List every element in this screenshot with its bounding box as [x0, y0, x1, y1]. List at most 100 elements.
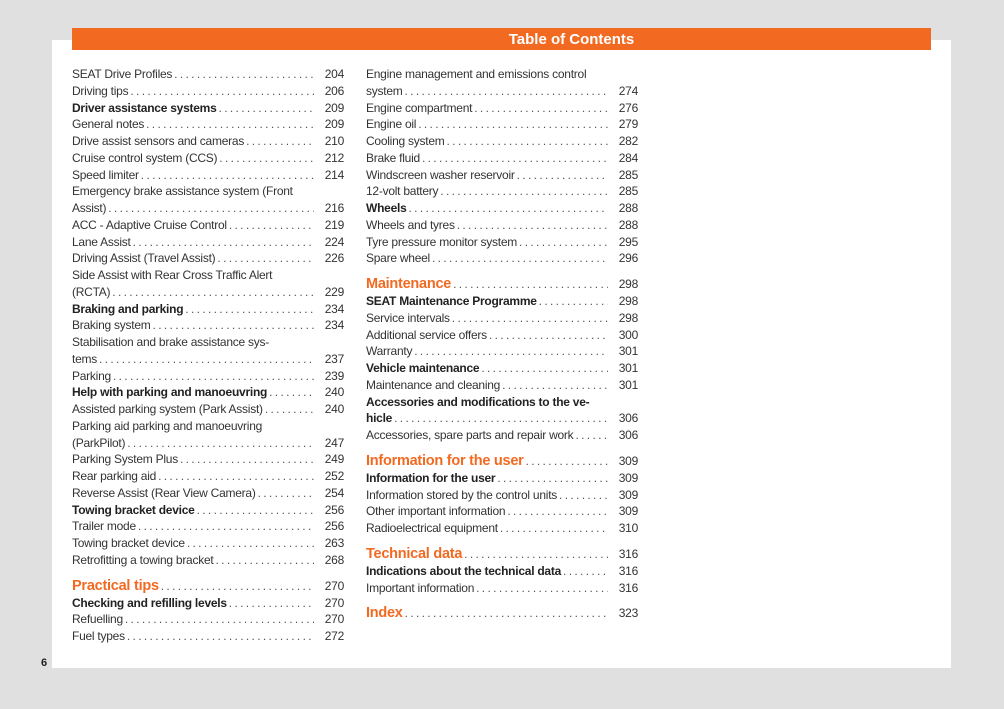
- dot-leader: [573, 427, 608, 444]
- dot-leader: [455, 217, 608, 234]
- dot-leader: [263, 401, 314, 418]
- toc-entry[interactable]: Parking 239: [72, 368, 344, 385]
- toc-entry[interactable]: Indications about the technical data 316: [366, 563, 638, 580]
- toc-entry[interactable]: Driving Assist (Travel Assist) 226: [72, 250, 344, 267]
- dot-leader: [156, 468, 314, 485]
- toc-entry-row: Maintenance and cleaning 301: [366, 377, 638, 394]
- toc-page-number: 209: [324, 117, 345, 132]
- toc-page-number: 276: [618, 100, 639, 115]
- toc-entry[interactable]: Wheels and tyres 288: [366, 217, 638, 234]
- toc-section-heading[interactable]: Index 323: [366, 604, 638, 622]
- toc-entry-label: Lane Assist: [72, 234, 131, 249]
- toc-entry[interactable]: Engine compartment 276: [366, 100, 638, 117]
- toc-entry[interactable]: General notes 209: [72, 116, 344, 133]
- toc-entry[interactable]: Driving tips 206: [72, 83, 344, 100]
- toc-entry[interactable]: Vehicle maintenance 301: [366, 360, 638, 377]
- toc-entry[interactable]: Retrofitting a towing bracket 268: [72, 552, 344, 569]
- toc-entry-label: Service intervals: [366, 310, 450, 325]
- toc-entry-row: Reverse Assist (Rear View Camera) 254: [72, 485, 344, 502]
- toc-entry-row: Brake fluid 284: [366, 150, 638, 167]
- toc-entry-label: Windscreen washer reservoir: [366, 167, 515, 182]
- toc-entry[interactable]: Other important information 309: [366, 503, 638, 520]
- dot-leader: [139, 167, 314, 184]
- toc-entry[interactable]: Accessories, spare parts and repair work…: [366, 427, 638, 444]
- dot-leader: [430, 250, 608, 267]
- toc-entry[interactable]: Service intervals 298: [366, 310, 638, 327]
- toc-entry[interactable]: Fuel types 272: [72, 628, 344, 645]
- toc-section-heading[interactable]: Technical data 316: [366, 545, 638, 563]
- toc-entry[interactable]: Drive assist sensors and cameras 210: [72, 133, 344, 150]
- toc-page-number: 300: [618, 327, 639, 342]
- toc-entry-label: Warranty: [366, 344, 413, 359]
- toc-entry-row: Trailer mode 256: [72, 518, 344, 535]
- toc-page-number: 316: [618, 546, 639, 561]
- toc-entry[interactable]: Windscreen washer reservoir 285: [366, 167, 638, 184]
- toc-entry[interactable]: Engine oil 279: [366, 116, 638, 133]
- toc-entry-label: Parking: [72, 368, 111, 383]
- toc-entry-label-line: Parking aid parking and manoeuvring: [72, 418, 263, 433]
- toc-entry[interactable]: Maintenance and cleaning 301: [366, 377, 638, 394]
- dot-leader: [412, 343, 608, 360]
- toc-entry[interactable]: Towing bracket device 263: [72, 535, 344, 552]
- toc-entry-label-line: Accessories and modifications to the ve-: [366, 394, 590, 409]
- dot-leader: [185, 535, 314, 552]
- toc-entry[interactable]: Tyre pressure monitor system 295: [366, 234, 638, 251]
- toc-entry[interactable]: Braking system 234: [72, 317, 344, 334]
- toc-entry[interactable]: Trailer mode 256: [72, 518, 344, 535]
- toc-entry[interactable]: Accessories and modifications to the ve-…: [366, 394, 638, 428]
- toc-entry-label: Tyre pressure monitor system: [366, 234, 518, 249]
- toc-entry[interactable]: Help with parking and manoeuvring 240: [72, 384, 344, 401]
- toc-entry-label: Practical tips: [72, 577, 159, 594]
- toc-entry[interactable]: Driver assistance systems 209: [72, 100, 344, 117]
- toc-page-number: 272: [324, 629, 345, 643]
- toc-page-number: 209: [324, 100, 345, 115]
- toc-entry[interactable]: Emergency brake assistance system (Front…: [72, 183, 344, 217]
- toc-entry[interactable]: Engine management and emissions control s…: [366, 66, 638, 100]
- toc-entry[interactable]: Wheels 288: [366, 200, 638, 217]
- toc-entry[interactable]: Speed limiter 214: [72, 167, 344, 184]
- toc-entry[interactable]: Cruise control system (CCS) 212: [72, 150, 344, 167]
- toc-entry-label: Checking and refilling levels: [72, 595, 227, 610]
- toc-entry[interactable]: Important information 316: [366, 580, 638, 597]
- toc-entry-row: Technical data 316: [366, 545, 638, 563]
- toc-entry[interactable]: Brake fluid 284: [366, 150, 638, 167]
- toc-entry[interactable]: Warranty 301: [366, 343, 638, 360]
- toc-entry-row: (RCTA) 229: [72, 284, 344, 301]
- toc-entry[interactable]: Information stored by the control units 3…: [366, 487, 638, 504]
- toc-page-number: 240: [324, 385, 345, 400]
- toc-entry[interactable]: Radioelectrical equipment 310: [366, 520, 638, 537]
- toc-entry-row: Maintenance 298: [366, 275, 638, 293]
- toc-entry[interactable]: Towing bracket device 256: [72, 502, 344, 519]
- toc-entry[interactable]: SEAT Maintenance Programme 298: [366, 293, 638, 310]
- toc-entry[interactable]: Checking and refilling levels 270: [72, 595, 344, 612]
- toc-entry[interactable]: Information for the user 309: [366, 470, 638, 487]
- toc-entry[interactable]: Stabilisation and brake assistance sys-t…: [72, 334, 344, 368]
- toc-entry[interactable]: Cooling system 282: [366, 133, 638, 150]
- toc-entry-row: Other important information 309: [366, 503, 638, 520]
- toc-entry-row: Parking 239: [72, 368, 344, 385]
- toc-entry[interactable]: SEAT Drive Profiles 204: [72, 66, 344, 83]
- toc-entry[interactable]: Braking and parking 234: [72, 301, 344, 318]
- toc-entry[interactable]: 12-volt battery 285: [366, 183, 638, 200]
- toc-entry[interactable]: Refuelling 270: [72, 611, 344, 628]
- dot-leader: [462, 545, 608, 563]
- dot-leader: [420, 150, 608, 167]
- toc-entry[interactable]: Reverse Assist (Rear View Camera) 254: [72, 485, 344, 502]
- toc-entry[interactable]: Assisted parking system (Park Assist) 240: [72, 401, 344, 418]
- toc-section-heading[interactable]: Practical tips 270: [72, 577, 344, 595]
- toc-entry[interactable]: Parking System Plus 249: [72, 451, 344, 468]
- toc-entry-label: SEAT Maintenance Programme: [366, 294, 537, 308]
- toc-entry[interactable]: Spare wheel 296: [366, 250, 638, 267]
- dot-leader: [517, 234, 608, 251]
- toc-section-heading[interactable]: Information for the user 309: [366, 452, 638, 470]
- page-number: 6: [41, 657, 48, 669]
- toc-section-heading[interactable]: Maintenance 298: [366, 275, 638, 293]
- toc-entry[interactable]: ACC - Adaptive Cruise Control 219: [72, 217, 344, 234]
- toc-right-column: Engine management and emissions control s…: [366, 66, 638, 622]
- toc-entry[interactable]: Lane Assist 224: [72, 234, 344, 251]
- toc-entry[interactable]: Parking aid parking and manoeuvring (Park…: [72, 418, 344, 452]
- toc-entry[interactable]: Rear parking aid 252: [72, 468, 344, 485]
- toc-entry[interactable]: Additional service offers 300: [366, 327, 638, 344]
- toc-entry[interactable]: Side Assist with Rear Cross Traffic Aler…: [72, 267, 344, 301]
- toc-entry-row: Accessories, spare parts and repair work…: [366, 427, 638, 444]
